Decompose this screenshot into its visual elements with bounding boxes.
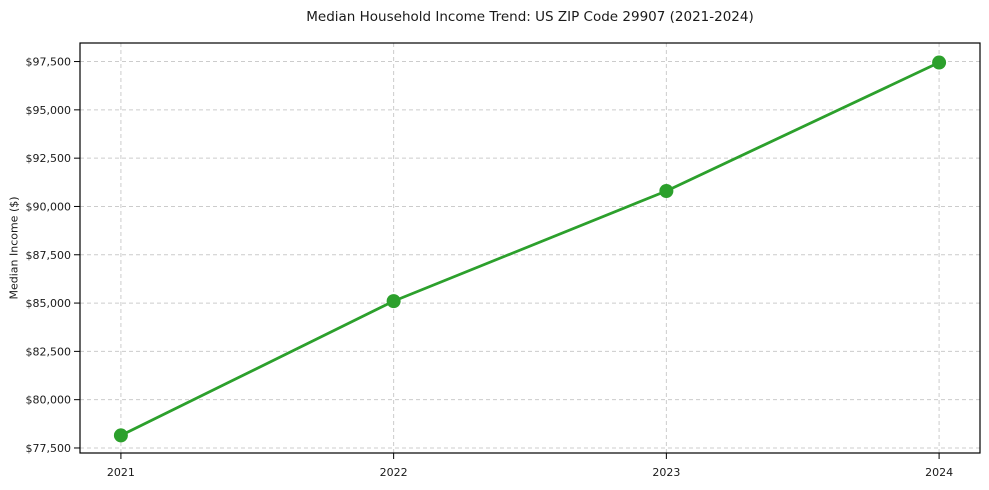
- y-tick-label: $90,000: [26, 200, 72, 213]
- y-tick-label: $82,500: [26, 345, 72, 358]
- data-point-marker: [113, 428, 128, 443]
- x-tick-label: 2024: [925, 466, 953, 479]
- y-tick-label: $97,500: [26, 56, 72, 69]
- y-tick-label: $85,000: [26, 297, 72, 310]
- x-tick-label: 2021: [107, 466, 135, 479]
- y-tick-label: $77,500: [26, 442, 72, 455]
- y-tick-label: $87,500: [26, 249, 72, 262]
- trend-line: [119, 61, 941, 437]
- y-tick-label: $95,000: [26, 104, 72, 117]
- y-tick-label: $92,500: [26, 152, 72, 165]
- chart-title: Median Household Income Trend: US ZIP Co…: [306, 9, 754, 25]
- y-tick-label: $80,000: [26, 394, 72, 407]
- plot-border: [79, 42, 981, 454]
- data-point-marker: [386, 294, 401, 309]
- x-tick-label: 2023: [652, 466, 680, 479]
- data-point-marker: [932, 55, 947, 70]
- x-tick-label: 2022: [380, 466, 408, 479]
- data-point-marker: [659, 184, 674, 199]
